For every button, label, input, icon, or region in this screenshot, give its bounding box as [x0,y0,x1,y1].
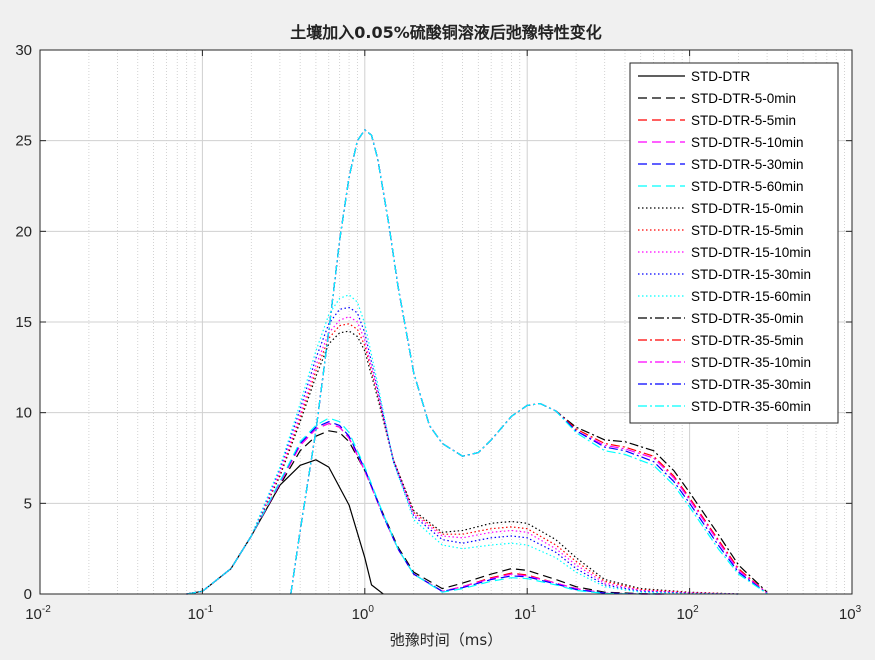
x-tick-label: 102 [676,604,699,623]
legend-label-7: STD-DTR-15-0min [691,201,804,216]
x-axis-label: 弛豫时间（ms） [390,631,502,649]
y-tick-label: 5 [24,495,32,512]
x-tick-label: 103 [839,604,862,623]
chart-title: 土壤加入0.05%硫酸铜溶液后弛豫特性变化 [290,23,602,42]
legend-label-1: STD-DTR [691,69,750,84]
y-tick-label: 30 [15,42,32,59]
legend-label-15: STD-DTR-35-30min [691,377,811,392]
legend-label-8: STD-DTR-15-5min [691,223,804,238]
series-line-9 [186,316,739,595]
series-group [186,129,768,595]
series-line-4 [186,422,665,595]
legend-box [629,62,839,424]
x-tick-label: 10-1 [188,604,214,623]
legend-label-12: STD-DTR-35-0min [691,311,804,326]
legend-label-5: STD-DTR-5-30min [691,157,804,172]
y-tick-label: 15 [15,314,32,331]
y-tick-label: 10 [15,405,32,422]
y-tick-label: 20 [15,223,32,240]
legend-label-11: STD-DTR-15-60min [691,289,811,304]
legend: STD-DTR STD-DTR-5-0min STD-DTR-5-5min STD-D… [629,62,839,424]
y-tick-label: 25 [15,133,32,150]
legend-label-4: STD-DTR-5-10min [691,135,804,150]
x-tick-label: 100 [352,604,375,623]
series-line-8 [186,323,739,595]
series-line-16 [290,129,768,595]
legend-label-14: STD-DTR-35-10min [691,355,811,370]
x-tick-label: 10-2 [25,604,51,623]
legend-label-9: STD-DTR-15-10min [691,245,811,260]
x-tick-label: 101 [514,604,537,623]
legend-label-3: STD-DTR-5-5min [691,113,796,128]
series-line-6 [186,417,665,595]
legend-label-6: STD-DTR-5-60min [691,179,804,194]
legend-label-13: STD-DTR-35-5min [691,333,804,348]
legend-label-16: STD-DTR-35-60min [691,399,811,414]
series-line-2 [186,430,665,595]
y-tick-label: 0 [24,586,32,603]
legend-label-2: STD-DTR-5-0min [691,91,796,106]
series-line-11 [186,294,739,595]
legend-label-10: STD-DTR-15-30min [691,267,811,282]
